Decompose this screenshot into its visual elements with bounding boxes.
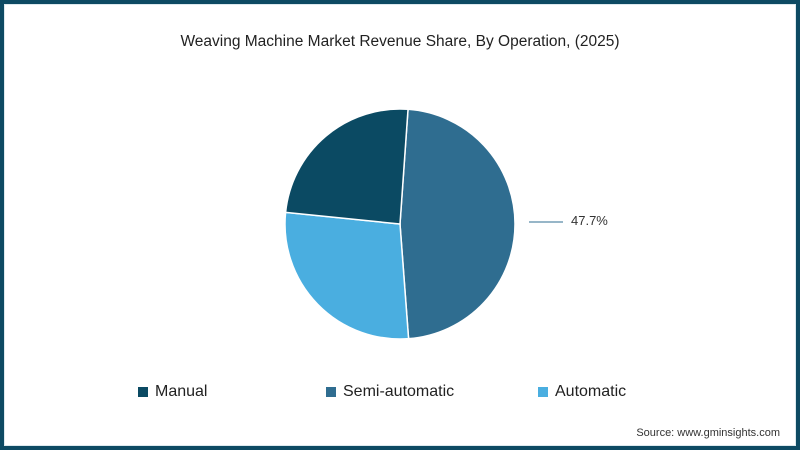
source-note: Source: www.gminsights.com [636, 427, 780, 439]
semi-automatic-value-label: 47.7% [571, 213, 608, 228]
chart-title: Weaving Machine Market Revenue Share, By… [180, 33, 620, 50]
legend-swatch-manual [138, 387, 148, 397]
pie-slice-semi-automatic [399, 108, 516, 340]
legend-item-automatic: Automatic [538, 383, 626, 401]
legend-label: Semi-automatic [343, 383, 455, 400]
legend-label: Automatic [555, 383, 627, 400]
pie-slice-automatic [284, 211, 410, 340]
pie-slice-manual [284, 108, 409, 225]
legend-item-manual: Manual [138, 383, 207, 401]
legend-label: Manual [155, 383, 208, 400]
legend-item-semi-automatic: Semi-automatic [326, 383, 454, 401]
legend-swatch-semi-automatic [326, 387, 336, 397]
legend-swatch-automatic [538, 387, 548, 397]
